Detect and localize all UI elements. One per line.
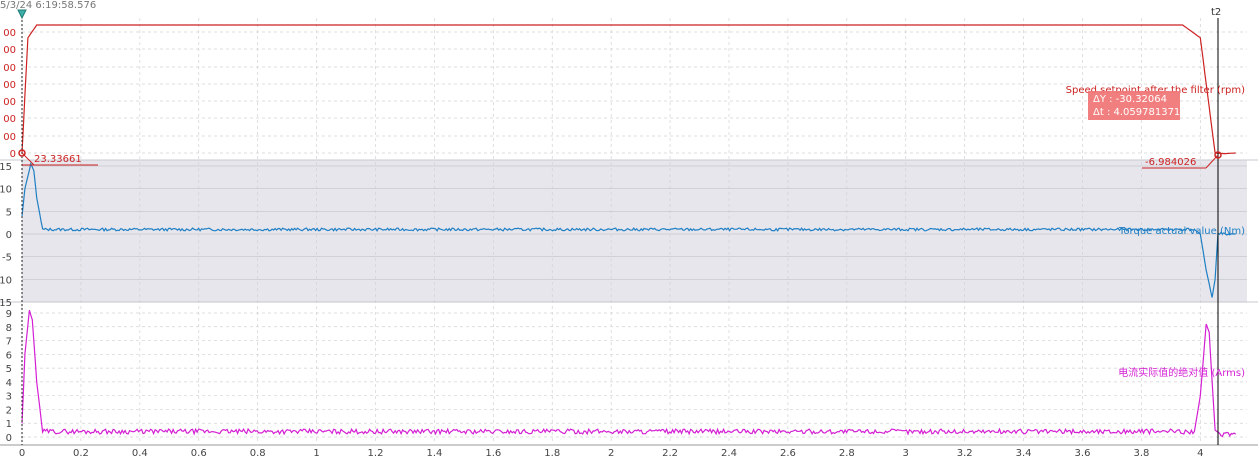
x-axis-ticks: 0 0.2 0.4 0.6 0.8 1 1.2 1.4 1.6 1.8 2 2.2 2.4 2.6 2.8 3… (19, 448, 1204, 458)
x-tick-label: 2 (608, 448, 614, 458)
delta-tooltip-box (1088, 91, 1180, 120)
x-tick-label: 1 (313, 448, 319, 458)
timestamp: 5/3/24 6:19:58.576 (0, 0, 96, 11)
torque-y-tick-label: 0 (6, 230, 12, 241)
current-series-label: 电流实际值的绝对值 (Arms) (1118, 366, 1245, 379)
x-tick-label: 0.6 (191, 448, 207, 458)
x-tick-label: 3.2 (957, 448, 973, 458)
x-tick-label: 0 (19, 448, 25, 458)
speed-y-tick-label: 00 (3, 28, 16, 39)
delta-tooltip: ΔY : -30.32064 Δt : 4.059781371672 (1088, 91, 1199, 120)
torque-y-tick-label: 10 (0, 185, 12, 196)
cursor-1-marker (18, 149, 26, 157)
x-tick-label: 1.8 (544, 448, 560, 458)
delta-y-value: ΔY : -30.32064 (1093, 94, 1167, 105)
cursor-1-leader (21, 152, 35, 166)
speed-panel-bg (22, 18, 1247, 160)
series-layer (21, 24, 1237, 438)
x-tick-label: 0.8 (250, 448, 266, 458)
x-tick-label: 1.2 (368, 448, 384, 458)
cursor-2-value: -6.984026 (1145, 157, 1196, 168)
x-tick-label: 2.2 (662, 448, 678, 458)
speed-y-tick-label: 00 (3, 63, 16, 74)
current-y-tick-label: 4 (6, 378, 12, 389)
current-series-line (21, 310, 1237, 438)
current-y-tick-label: 7 (6, 337, 12, 348)
x-tick-label: 2.4 (721, 448, 737, 458)
speed-y-tick-label: 00 (3, 80, 16, 91)
chart-background (0, 18, 1258, 446)
torque-panel-bg (22, 160, 1247, 302)
x-tick-label: 0.4 (132, 448, 148, 458)
speed-y-tick-label: 00 (3, 45, 16, 56)
speed-y-tick-label: 0 (10, 149, 16, 160)
torque-y-tick-label: -5 (2, 253, 12, 264)
torque-y-tick-label: -15 (0, 298, 12, 309)
torque-y-tick-label: 5 (6, 207, 12, 218)
current-y-tick-label: 8 (6, 323, 12, 334)
cursor-2-label: t2 (1211, 7, 1221, 18)
torque-series-label: Torque actual value (Nm) (1118, 226, 1245, 237)
x-tick-label: 4 (1197, 448, 1203, 458)
current-y-tick-label: 6 (6, 350, 12, 361)
speed-y-tick-label: 00 (3, 132, 16, 143)
x-tick-label: 3 (903, 448, 909, 458)
torque-series-line (21, 161, 1236, 298)
torque-y-tick-label: -10 (0, 275, 12, 286)
x-tick-label: 1.6 (485, 448, 501, 458)
cursor-2-leader (1205, 154, 1219, 169)
current-y-tick-label: 0 (6, 433, 12, 444)
x-tick-label: 3.6 (1075, 448, 1091, 458)
current-y-tick-label: 9 (6, 309, 12, 320)
x-tick-label: 0.2 (73, 448, 89, 458)
speed-series-label: Speed setpoint after the filter (rpm) (1066, 85, 1245, 96)
x-tick-label: 3.4 (1016, 448, 1032, 458)
cursor-1-value: 23.33661 (34, 154, 82, 165)
chart-grid (21, 18, 1247, 445)
current-y-tick-label: 3 (6, 392, 12, 403)
cursor-2-marker (1214, 151, 1222, 159)
delta-t-value: Δt : 4.059781371672 (1093, 107, 1199, 118)
cursor-1-handle-icon[interactable] (17, 9, 27, 20)
torque-y-tick-label: 15 (0, 162, 12, 173)
x-tick-label: 1.4 (426, 448, 442, 458)
current-y-tick-label: 5 (6, 364, 12, 375)
speed-y-tick-label: 00 (3, 114, 16, 125)
speed-series-line (21, 24, 1236, 155)
x-tick-label: 2.6 (780, 448, 796, 458)
x-tick-label: 2.8 (839, 448, 855, 458)
current-y-tick-label: 1 (6, 419, 12, 430)
current-panel-bg (22, 302, 1247, 445)
speed-y-tick-label: 00 (3, 97, 16, 108)
current-y-tick-label: 2 (6, 405, 12, 416)
x-tick-label: 3.8 (1133, 448, 1149, 458)
